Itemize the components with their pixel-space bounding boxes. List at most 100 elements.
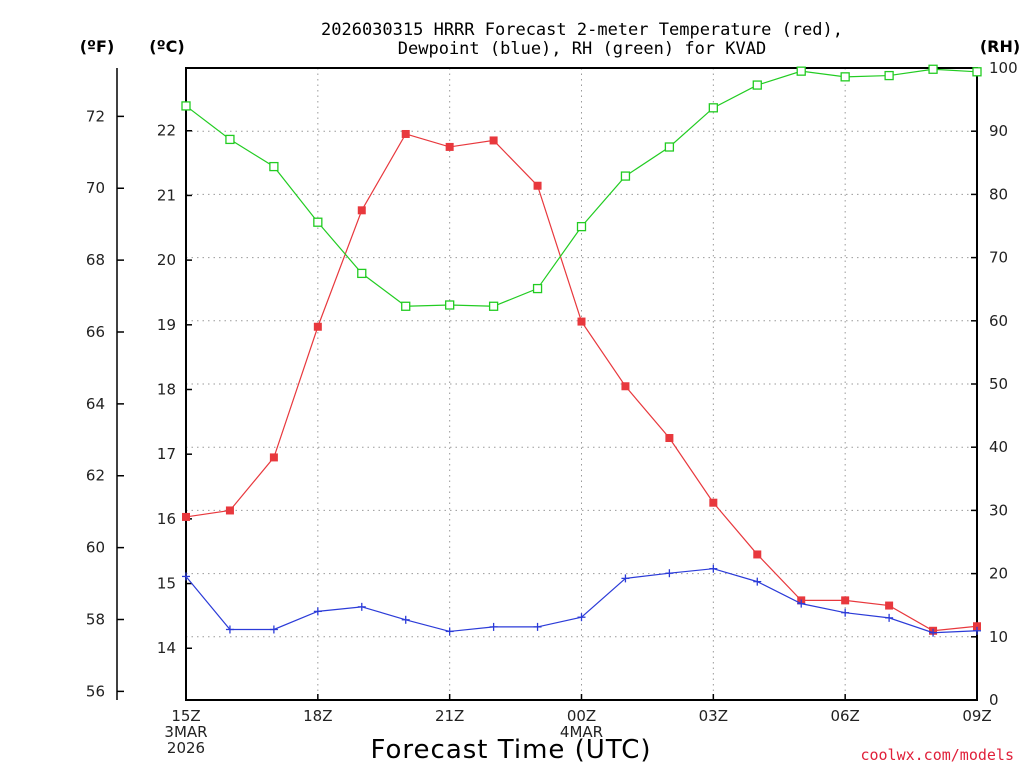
- fahrenheit-axis-unit: (ºF): [80, 37, 115, 56]
- dewpoint-point: [797, 599, 806, 608]
- rh-point: [884, 70, 894, 81]
- rh-tick-label: 50: [989, 375, 1008, 393]
- source-credit: coolwx.com/models: [860, 746, 1014, 764]
- celsius-tick-label: 19: [157, 316, 176, 334]
- temperature-point: [533, 181, 542, 190]
- rh-point: [532, 283, 543, 294]
- rh-point: [620, 171, 631, 181]
- rh-point: [445, 300, 455, 310]
- dewpoint-point: [973, 626, 981, 635]
- chart-title-line-2: Dewpoint (blue), RH (green) for KVAD: [398, 39, 766, 59]
- rh-point: [840, 72, 850, 82]
- x-tick-label: 18Z: [303, 707, 332, 725]
- temperature-point: [182, 512, 190, 521]
- dewpoint-point: [665, 569, 674, 578]
- x-tick-label: 2026: [167, 739, 205, 757]
- temperature-point: [841, 596, 850, 605]
- celsius-tick-label: 17: [157, 445, 176, 463]
- temperature-point: [709, 498, 718, 507]
- data-series: [181, 64, 982, 637]
- celsius-axis-unit: (ºC): [149, 37, 184, 56]
- celsius-tick-label: 22: [157, 122, 176, 140]
- x-tick-label: 06Z: [830, 707, 859, 725]
- x-tick-label: 03Z: [699, 707, 728, 725]
- rh-tick-label: 60: [989, 312, 1008, 330]
- dewpoint-point: [225, 625, 234, 634]
- rh-point: [357, 268, 367, 279]
- chart-title-line-1: 2026030315 HRRR Forecast 2-meter Tempera…: [321, 20, 843, 40]
- rh-point: [313, 217, 323, 227]
- temperature-point: [885, 601, 894, 610]
- temperature-point: [753, 550, 762, 559]
- rh-point: [576, 221, 587, 232]
- fahrenheit-tick-label: 72: [86, 107, 105, 125]
- x-axis-label: Forecast Time (UTC): [370, 735, 651, 765]
- celsius-tick-label: 14: [157, 639, 176, 657]
- rh-tick-label: 10: [989, 628, 1008, 646]
- rh-point: [664, 142, 675, 152]
- temperature-point: [621, 382, 630, 391]
- x-tick-label: 15Z: [171, 707, 200, 725]
- rh-point: [225, 134, 235, 145]
- dewpoint-point: [445, 627, 454, 636]
- dewpoint-point: [401, 615, 410, 624]
- rh-tick-label: 0: [989, 691, 999, 709]
- fahrenheit-tick-label: 58: [86, 610, 105, 628]
- rh-tick-label: 30: [989, 501, 1008, 519]
- x-tick-label: 4MAR: [560, 723, 603, 741]
- fahrenheit-tick-label: 56: [86, 682, 105, 700]
- rh-point: [796, 66, 806, 76]
- temperature-point: [313, 322, 322, 331]
- rh-point: [708, 103, 718, 113]
- temperature-point: [225, 506, 234, 515]
- dewpoint-point: [577, 613, 586, 622]
- temperature-point: [665, 434, 674, 443]
- celsius-tick-label: 16: [157, 510, 176, 528]
- temperature-point: [269, 453, 278, 462]
- dewpoint-point: [489, 622, 498, 631]
- temperature-point: [401, 129, 410, 138]
- rh-tick-label: 100: [989, 59, 1018, 77]
- dewpoint-point: [885, 613, 894, 622]
- temperature-point: [357, 206, 366, 215]
- temperature-point: [973, 622, 981, 631]
- rh-point: [928, 64, 938, 74]
- fahrenheit-tick-label: 60: [86, 539, 105, 557]
- dewpoint-point: [709, 564, 718, 573]
- rh-point: [181, 101, 191, 111]
- celsius-tick-label: 21: [157, 186, 176, 204]
- dewpoint-point: [357, 602, 366, 611]
- rh-tick-label: 20: [989, 565, 1008, 583]
- celsius-tick-label: 15: [157, 575, 176, 593]
- fahrenheit-tick-label: 70: [86, 179, 105, 197]
- rh-point: [972, 67, 982, 77]
- rh-axis-unit: (RH): [980, 37, 1020, 56]
- x-tick-label: 09Z: [962, 707, 991, 725]
- x-tick-label: 21Z: [435, 707, 464, 725]
- x-tick-label: 3MAR: [164, 723, 207, 741]
- axes: 14 15 16 17 18 19 20 21 22 56 58 60 62 64 66 68 70 72 0 10 2…: [86, 59, 1018, 757]
- rh-tick-label: 70: [989, 249, 1008, 267]
- temperature-point: [489, 136, 498, 145]
- temperature-point: [445, 142, 454, 151]
- rh-tick-label: 80: [989, 185, 1008, 203]
- dewpoint-point: [313, 607, 322, 616]
- celsius-tick-label: 18: [157, 380, 176, 398]
- dewpoint-point: [753, 577, 762, 586]
- fahrenheit-tick-label: 66: [86, 323, 105, 341]
- dewpoint-point: [841, 608, 850, 617]
- dewpoint-point: [929, 628, 938, 637]
- temperature-point: [577, 317, 586, 326]
- rh-point: [752, 80, 762, 90]
- rh-point: [401, 301, 411, 311]
- rh-point: [488, 301, 499, 311]
- rh-point: [269, 161, 279, 172]
- dewpoint-point: [182, 572, 190, 581]
- fahrenheit-tick-label: 68: [86, 251, 105, 269]
- fahrenheit-tick-label: 64: [86, 395, 105, 413]
- rh-tick-label: 90: [989, 122, 1008, 140]
- dewpoint-point: [269, 625, 278, 634]
- celsius-tick-label: 20: [157, 251, 176, 269]
- grid-lines: [186, 68, 977, 700]
